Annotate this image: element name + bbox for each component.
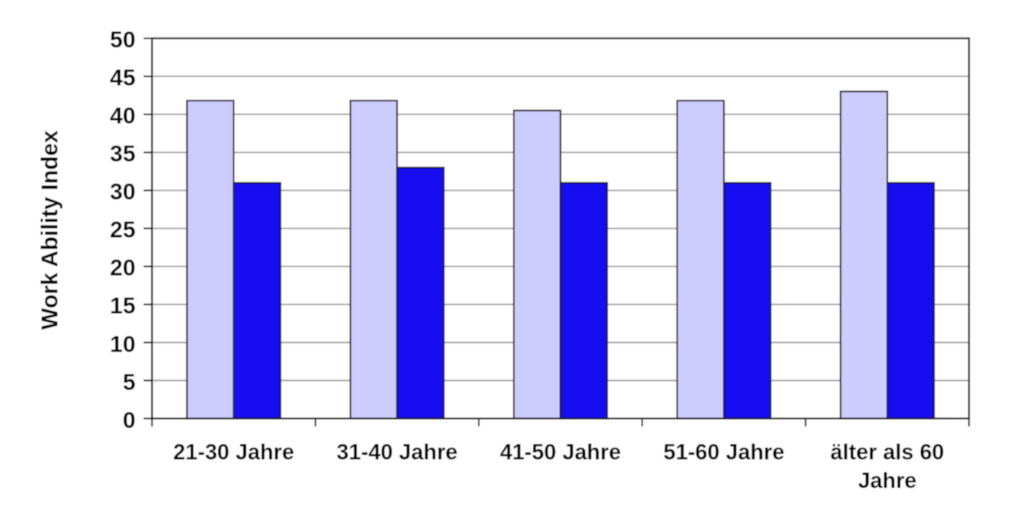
svg-text:50: 50 bbox=[110, 27, 136, 53]
svg-text:40: 40 bbox=[110, 103, 136, 129]
svg-text:10: 10 bbox=[110, 331, 136, 357]
svg-text:45: 45 bbox=[110, 65, 136, 91]
svg-text:31-40 Jahre: 31-40 Jahre bbox=[337, 440, 458, 465]
svg-text:25: 25 bbox=[110, 217, 136, 243]
svg-text:21-30 Jahre: 21-30 Jahre bbox=[173, 440, 294, 465]
svg-text:älter als 60: älter als 60 bbox=[830, 440, 944, 465]
svg-text:5: 5 bbox=[123, 369, 136, 395]
svg-text:30: 30 bbox=[110, 179, 136, 205]
svg-text:20: 20 bbox=[110, 255, 136, 281]
svg-text:0: 0 bbox=[123, 407, 136, 433]
svg-text:Work Ability Index: Work Ability Index bbox=[37, 130, 63, 330]
svg-text:51-60 Jahre: 51-60 Jahre bbox=[663, 440, 784, 465]
svg-text:35: 35 bbox=[110, 141, 136, 167]
svg-text:Jahre: Jahre bbox=[858, 468, 917, 493]
svg-text:15: 15 bbox=[110, 293, 136, 319]
svg-text:41-50 Jahre: 41-50 Jahre bbox=[500, 440, 621, 465]
